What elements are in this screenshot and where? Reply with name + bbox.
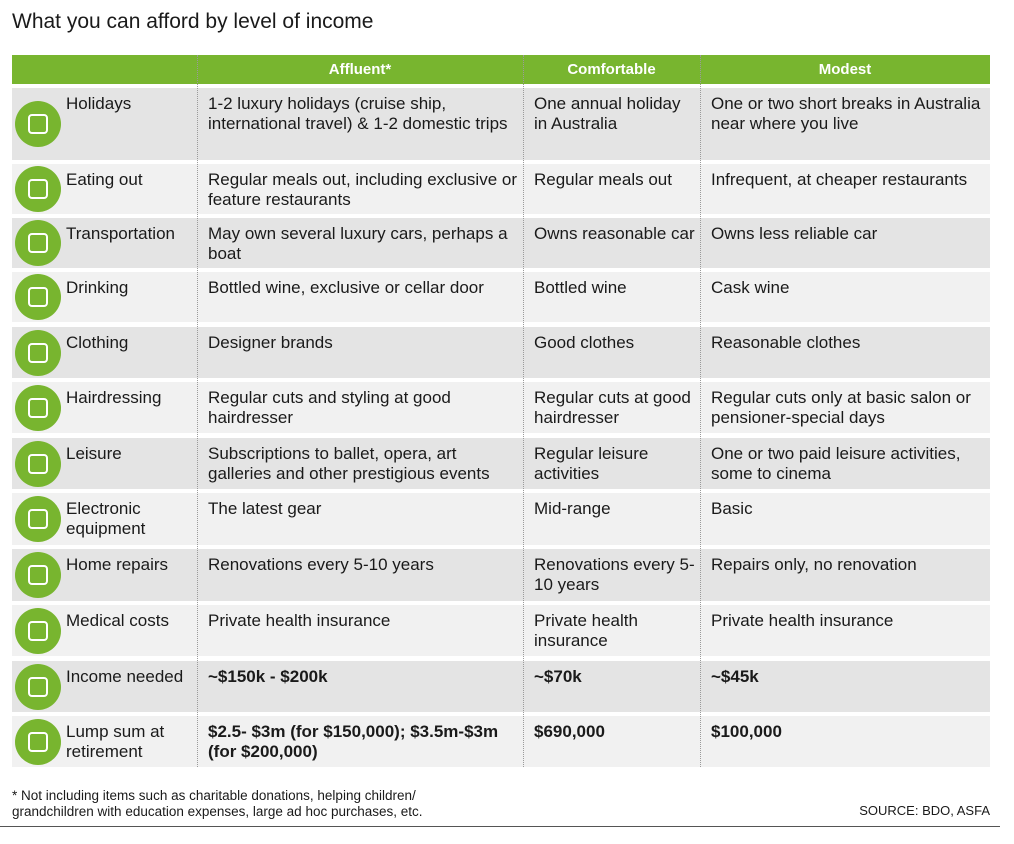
cell-text: Regular meals out, including exclusive o…: [208, 170, 517, 209]
icon-glyph: [28, 620, 48, 641]
icon-glyph: [28, 509, 48, 529]
header-cell: Affluent*: [197, 55, 523, 84]
icon: [15, 718, 61, 765]
column-separator: [523, 55, 524, 767]
cell-text: ~$70k: [534, 667, 582, 686]
cell-text: Private health insurance: [711, 611, 894, 630]
cell-text: One annual holiday in Australia: [534, 94, 681, 133]
icon: [15, 101, 61, 147]
table-row: [12, 327, 990, 378]
cell-text: 1-2 luxury holidays (cruise ship, intern…: [208, 94, 508, 133]
icon-glyph: [28, 233, 48, 253]
header-cell: Modest: [700, 55, 990, 84]
title: What you can afford by level of income: [12, 10, 374, 33]
icon: [15, 166, 61, 212]
source: SOURCE: BDO, ASFA: [859, 803, 990, 818]
category: Leisure: [66, 444, 122, 463]
icon-glyph: [28, 179, 48, 199]
table-row: [12, 438, 990, 489]
cell-text: Owns less reliable car: [711, 224, 878, 243]
table-row: [12, 272, 990, 322]
icon-glyph: [28, 114, 48, 134]
cell-text: Regular meals out: [534, 170, 672, 189]
cell-text: Regular cuts only at basic salon or pens…: [711, 388, 971, 427]
icon: [15, 329, 61, 376]
category: Drinking: [66, 278, 129, 297]
cell-text: Private health insurance: [534, 611, 638, 650]
cell-text: The latest gear: [208, 499, 322, 518]
cell-text: One or two short breaks in Australia nea…: [711, 94, 981, 133]
table-row: [12, 164, 990, 214]
cell-text: Renovations every 5-10 years: [208, 555, 434, 574]
category: Clothing: [66, 333, 129, 352]
table-row: [12, 493, 990, 545]
table-row: [12, 549, 990, 601]
column-separator: [197, 55, 198, 767]
category: Hairdressing: [66, 388, 162, 407]
header-cell: [12, 55, 197, 84]
cell-text: $2.5- $3m (for $150,000); $3.5m-$3m (for…: [208, 722, 499, 761]
cell-text: One or two paid leisure activities, some…: [711, 444, 961, 483]
cell-text: Good clothes: [534, 333, 635, 352]
cell-text: Cask wine: [711, 278, 790, 297]
category: Holidays: [66, 94, 132, 113]
icon: [15, 440, 61, 487]
cell-text: Regular cuts at good hairdresser: [534, 388, 691, 427]
icon-glyph: [28, 397, 48, 418]
icon-glyph: [28, 565, 48, 585]
cell-text: ~$45k: [711, 667, 759, 686]
table-row: [12, 382, 990, 433]
cell-text: Regular leisure activities: [534, 444, 649, 483]
footnote: * Not including items such as charitable…: [12, 788, 423, 819]
column-separator: [700, 55, 701, 767]
cell-text: Basic: [711, 499, 753, 518]
cell-text: Mid-range: [534, 499, 611, 518]
cell-text: $100,000: [711, 722, 782, 741]
table-row: [12, 218, 990, 268]
table-row: [12, 716, 990, 767]
icon-glyph: [28, 676, 48, 697]
cell-text: ~$150k - $200k: [208, 667, 328, 686]
icon: [15, 607, 61, 654]
icon: [15, 220, 61, 266]
cell-text: Infrequent, at cheaper restaurants: [711, 170, 968, 189]
icon-glyph: [28, 453, 48, 474]
cell-text: Reasonable clothes: [711, 333, 861, 352]
cell-text: $690,000: [534, 722, 605, 741]
icon-glyph: [28, 342, 48, 363]
table-row: [12, 88, 990, 160]
cell-text: May own several luxury cars, perhaps a b…: [208, 224, 508, 263]
icon-glyph: [28, 287, 48, 307]
cell-text: Owns reasonable car: [534, 224, 695, 243]
cell-text: Subscriptions to ballet, opera, art gall…: [208, 444, 490, 483]
bottom-rule: [0, 826, 1000, 827]
header-cell: Comfortable: [523, 55, 700, 84]
category: Eating out: [66, 170, 143, 189]
cell-text: Private health insurance: [208, 611, 391, 630]
icon: [15, 552, 61, 598]
table-row: [12, 605, 990, 656]
cell-text: Bottled wine: [534, 278, 627, 297]
category: Medical costs: [66, 611, 169, 630]
category: Electronic equipment: [66, 499, 146, 538]
icon: [15, 496, 61, 542]
category: Transportation: [66, 224, 175, 243]
cell-text: Repairs only, no renovation: [711, 555, 917, 574]
cell-text: Designer brands: [208, 333, 333, 352]
icon: [15, 384, 61, 431]
cell-text: Bottled wine, exclusive or cellar door: [208, 278, 484, 297]
cell-text: Renovations every 5-10 years: [534, 555, 695, 594]
table-row: [12, 661, 990, 712]
icon: [15, 663, 61, 710]
icon: [15, 274, 61, 320]
category: Income needed: [66, 667, 184, 686]
category: Home repairs: [66, 555, 169, 574]
cell-text: Regular cuts and styling at good hairdre…: [208, 388, 451, 427]
category: Lump sum at retirement: [66, 722, 165, 761]
icon-glyph: [28, 731, 48, 752]
